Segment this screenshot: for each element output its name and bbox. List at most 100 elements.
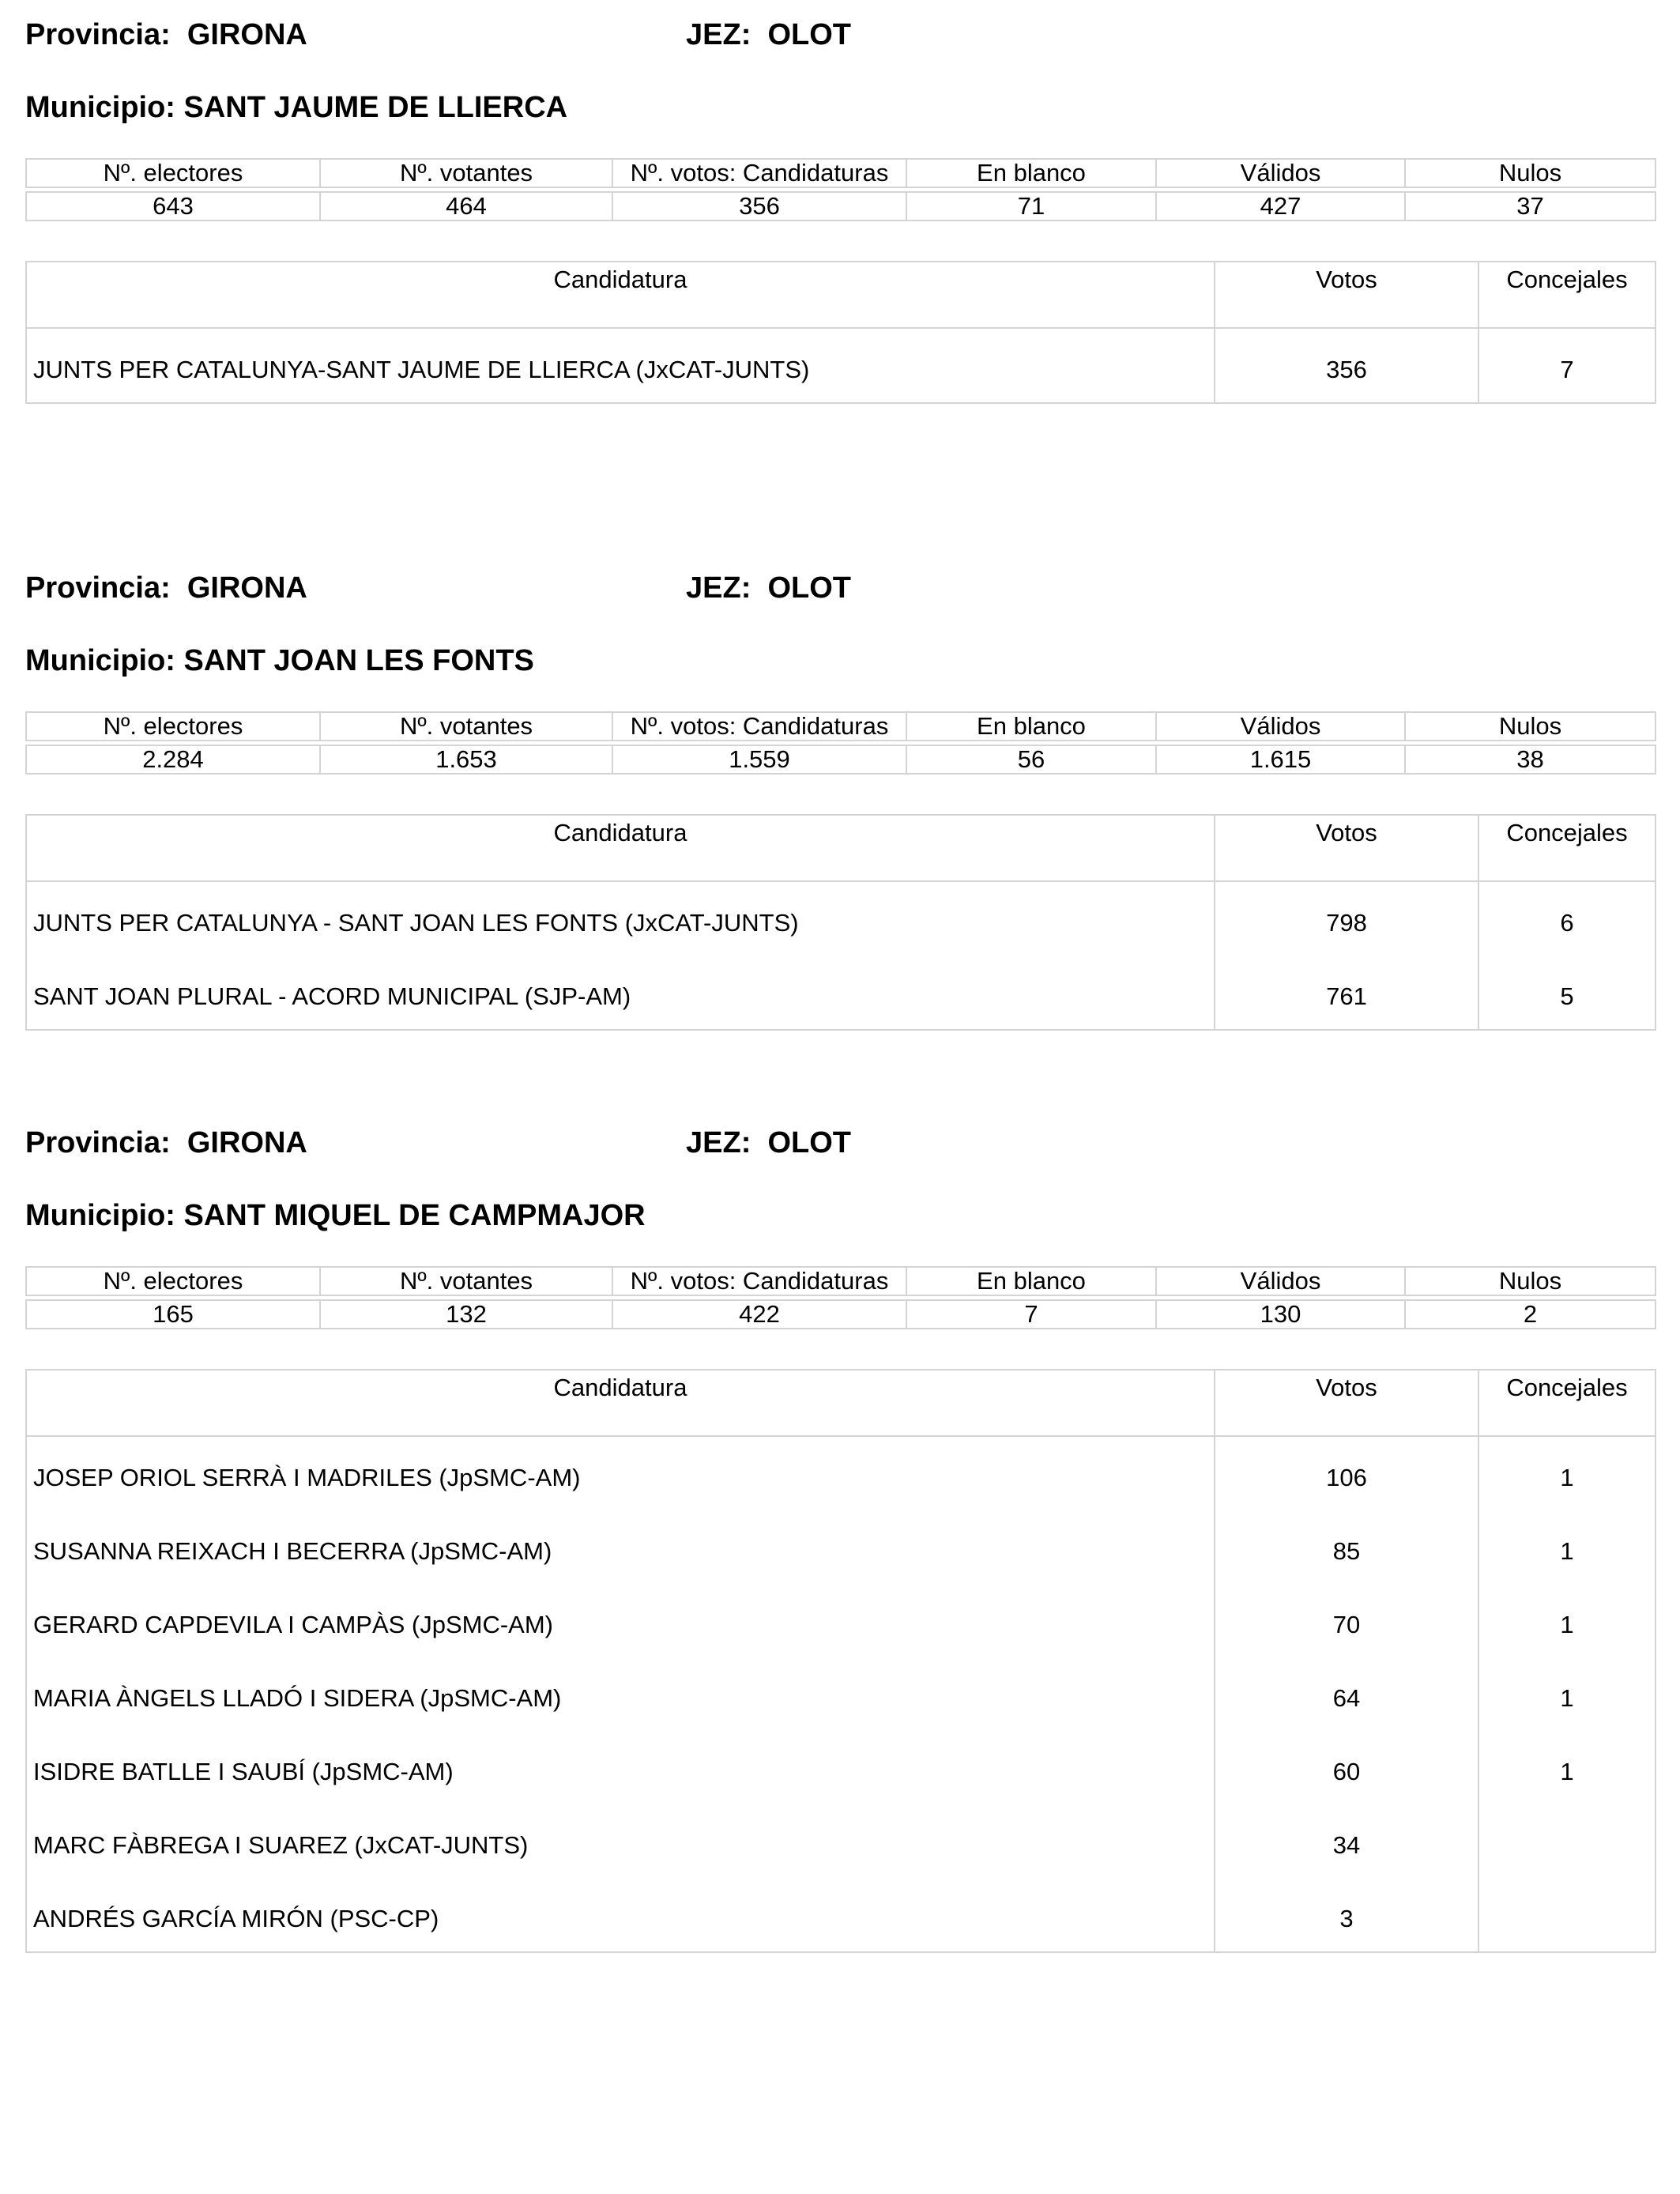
candidate-seats: 1 [1478,1731,1656,1804]
summary-header-cell: Válidos [1155,158,1406,188]
summary-header-cell: Nº. electores [25,158,321,188]
summary-header-cell: Válidos [1155,1266,1406,1296]
candidate-seats: 1 [1478,1510,1656,1584]
summary-value-cell: 165 [25,1299,321,1329]
candidates-table: Candidatura Votos Concejales JOSEP ORIOL SE… [25,1369,1656,1953]
candidates-table: Candidatura Votos Concejales JUNTS PER CATA… [25,814,1656,1031]
candidate-name: JUNTS PER CATALUNYA - SANT JOAN LES FONT… [25,881,1215,956]
table-row: SANT JOAN PLURAL - ACORD MUNICIPAL (SJP-… [25,956,1656,1031]
summary-header-cell: Nº. votantes [319,1266,613,1296]
summary-value-cell: 7 [906,1299,1157,1329]
table-row: JOSEP ORIOL SERRÀ I MADRILES (JpSMC-AM) 1… [25,1436,1656,1510]
candidate-seats: 1 [1478,1436,1656,1510]
summary-header-table: Nº. electores Nº. votantes Nº. votos: Cand… [25,1266,1656,1296]
summary-header-cell: Nº. electores [25,711,321,741]
summary-value-cell: 1.559 [612,745,907,775]
header-votos: Votos [1214,261,1479,329]
summary-value-cell: 422 [612,1299,907,1329]
summary-value-cell: 356 [612,191,907,221]
summary-value-cell: 37 [1404,191,1656,221]
summary-value-cell: 1.615 [1155,745,1406,775]
candidate-name: JUNTS PER CATALUNYA-SANT JAUME DE LLIERC… [25,328,1215,404]
summary-value-cell: 130 [1155,1299,1406,1329]
summary-header-cell: Nº. votantes [319,158,613,188]
table-row: JUNTS PER CATALUNYA-SANT JAUME DE LLIERC… [25,328,1656,404]
candidate-votes: 64 [1214,1657,1479,1731]
summary-values-table: 165 132 422 7 130 2 [25,1299,1656,1329]
table-row: SUSANNA REIXACH I BECERRA (JpSMC-AM) 85 1 [25,1510,1656,1584]
summary-header-cell: Nº. votos: Candidaturas [612,711,907,741]
summary-header-cell: En blanco [906,1266,1157,1296]
header-votos: Votos [1214,814,1479,882]
candidates-header-row: Candidatura Votos Concejales [25,1369,1656,1437]
summary-header-cell: Válidos [1155,711,1406,741]
candidate-name: SANT JOAN PLURAL - ACORD MUNICIPAL (SJP-… [25,956,1215,1031]
candidate-votes: 34 [1214,1804,1479,1878]
candidate-seats: 6 [1478,881,1656,956]
candidate-seats [1478,1804,1656,1878]
candidate-votes: 106 [1214,1436,1479,1510]
candidates-table: Candidatura Votos Concejales JUNTS PER CATA… [25,261,1656,404]
table-row: JUNTS PER CATALUNYA - SANT JOAN LES FONT… [25,881,1656,956]
summary-value-cell: 56 [906,745,1157,775]
jez-heading: JEZ: OLOT [686,1126,851,1159]
table-row: ISIDRE BATLLE I SAUBÍ (JpSMC-AM) 60 1 [25,1731,1656,1804]
summary-header-cell: En blanco [906,158,1157,188]
summary-value-cell: 38 [1404,745,1656,775]
summary-header-table: Nº. electores Nº. votantes Nº. votos: Cand… [25,711,1656,741]
summary-header-cell: Nº. electores [25,1266,321,1296]
summary-value-cell: 2.284 [25,745,321,775]
header-concejales: Concejales [1478,261,1656,329]
summary-value-cell: 1.653 [319,745,613,775]
candidate-votes: 85 [1214,1510,1479,1584]
header-candidatura: Candidatura [25,261,1215,329]
provincia-heading: Provincia: GIRONA [25,571,307,605]
candidates-header-row: Candidatura Votos Concejales [25,261,1656,329]
candidate-seats: 5 [1478,956,1656,1031]
candidate-seats [1478,1878,1656,1953]
candidate-votes: 60 [1214,1731,1479,1804]
summary-header-cell: En blanco [906,711,1157,741]
summary-value-cell: 132 [319,1299,613,1329]
summary-value-cell: 643 [25,191,321,221]
candidates-header-row: Candidatura Votos Concejales [25,814,1656,882]
header-candidatura: Candidatura [25,814,1215,882]
candidate-votes: 761 [1214,956,1479,1031]
candidate-votes: 798 [1214,881,1479,956]
table-row: MARC FÀBREGA I SUAREZ (JxCAT-JUNTS) 34 [25,1804,1656,1878]
summary-value-cell: 464 [319,191,613,221]
jez-heading: JEZ: OLOT [686,18,851,51]
provincia-heading: Provincia: GIRONA [25,18,307,51]
header-concejales: Concejales [1478,1369,1656,1437]
candidate-name: ISIDRE BATLLE I SAUBÍ (JpSMC-AM) [25,1731,1215,1804]
summary-value-cell: 71 [906,191,1157,221]
candidate-name: SUSANNA REIXACH I BECERRA (JpSMC-AM) [25,1510,1215,1584]
municipio-heading: Municipio: SANT MIQUEL DE CAMPMAJOR [25,1199,646,1232]
header-candidatura: Candidatura [25,1369,1215,1437]
summary-header-cell: Nulos [1404,158,1656,188]
summary-header-cell: Nº. votantes [319,711,613,741]
candidate-name: MARIA ÀNGELS LLADÓ I SIDERA (JpSMC-AM) [25,1657,1215,1731]
provincia-heading: Provincia: GIRONA [25,1126,307,1159]
municipio-heading: Municipio: SANT JOAN LES FONTS [25,644,534,677]
summary-header-cell: Nº. votos: Candidaturas [612,1266,907,1296]
summary-value-cell: 427 [1155,191,1406,221]
candidate-name: ANDRÉS GARCÍA MIRÓN (PSC-CP) [25,1878,1215,1953]
candidate-votes: 356 [1214,328,1479,404]
table-row: ANDRÉS GARCÍA MIRÓN (PSC-CP) 3 [25,1878,1656,1953]
candidate-seats: 1 [1478,1657,1656,1731]
header-concejales: Concejales [1478,814,1656,882]
jez-heading: JEZ: OLOT [686,571,851,605]
summary-header-table: Nº. electores Nº. votantes Nº. votos: Cand… [25,158,1656,188]
summary-values-table: 643 464 356 71 427 37 [25,191,1656,221]
summary-values-table: 2.284 1.653 1.559 56 1.615 38 [25,745,1656,775]
summary-header-cell: Nº. votos: Candidaturas [612,158,907,188]
summary-header-cell: Nulos [1404,711,1656,741]
table-row: MARIA ÀNGELS LLADÓ I SIDERA (JpSMC-AM) 64… [25,1657,1656,1731]
summary-header-cell: Nulos [1404,1266,1656,1296]
candidate-name: GERARD CAPDEVILA I CAMPÀS (JpSMC-AM) [25,1584,1215,1657]
candidate-name: MARC FÀBREGA I SUAREZ (JxCAT-JUNTS) [25,1804,1215,1878]
candidate-seats: 7 [1478,328,1656,404]
summary-value-cell: 2 [1404,1299,1656,1329]
candidate-name: JOSEP ORIOL SERRÀ I MADRILES (JpSMC-AM) [25,1436,1215,1510]
